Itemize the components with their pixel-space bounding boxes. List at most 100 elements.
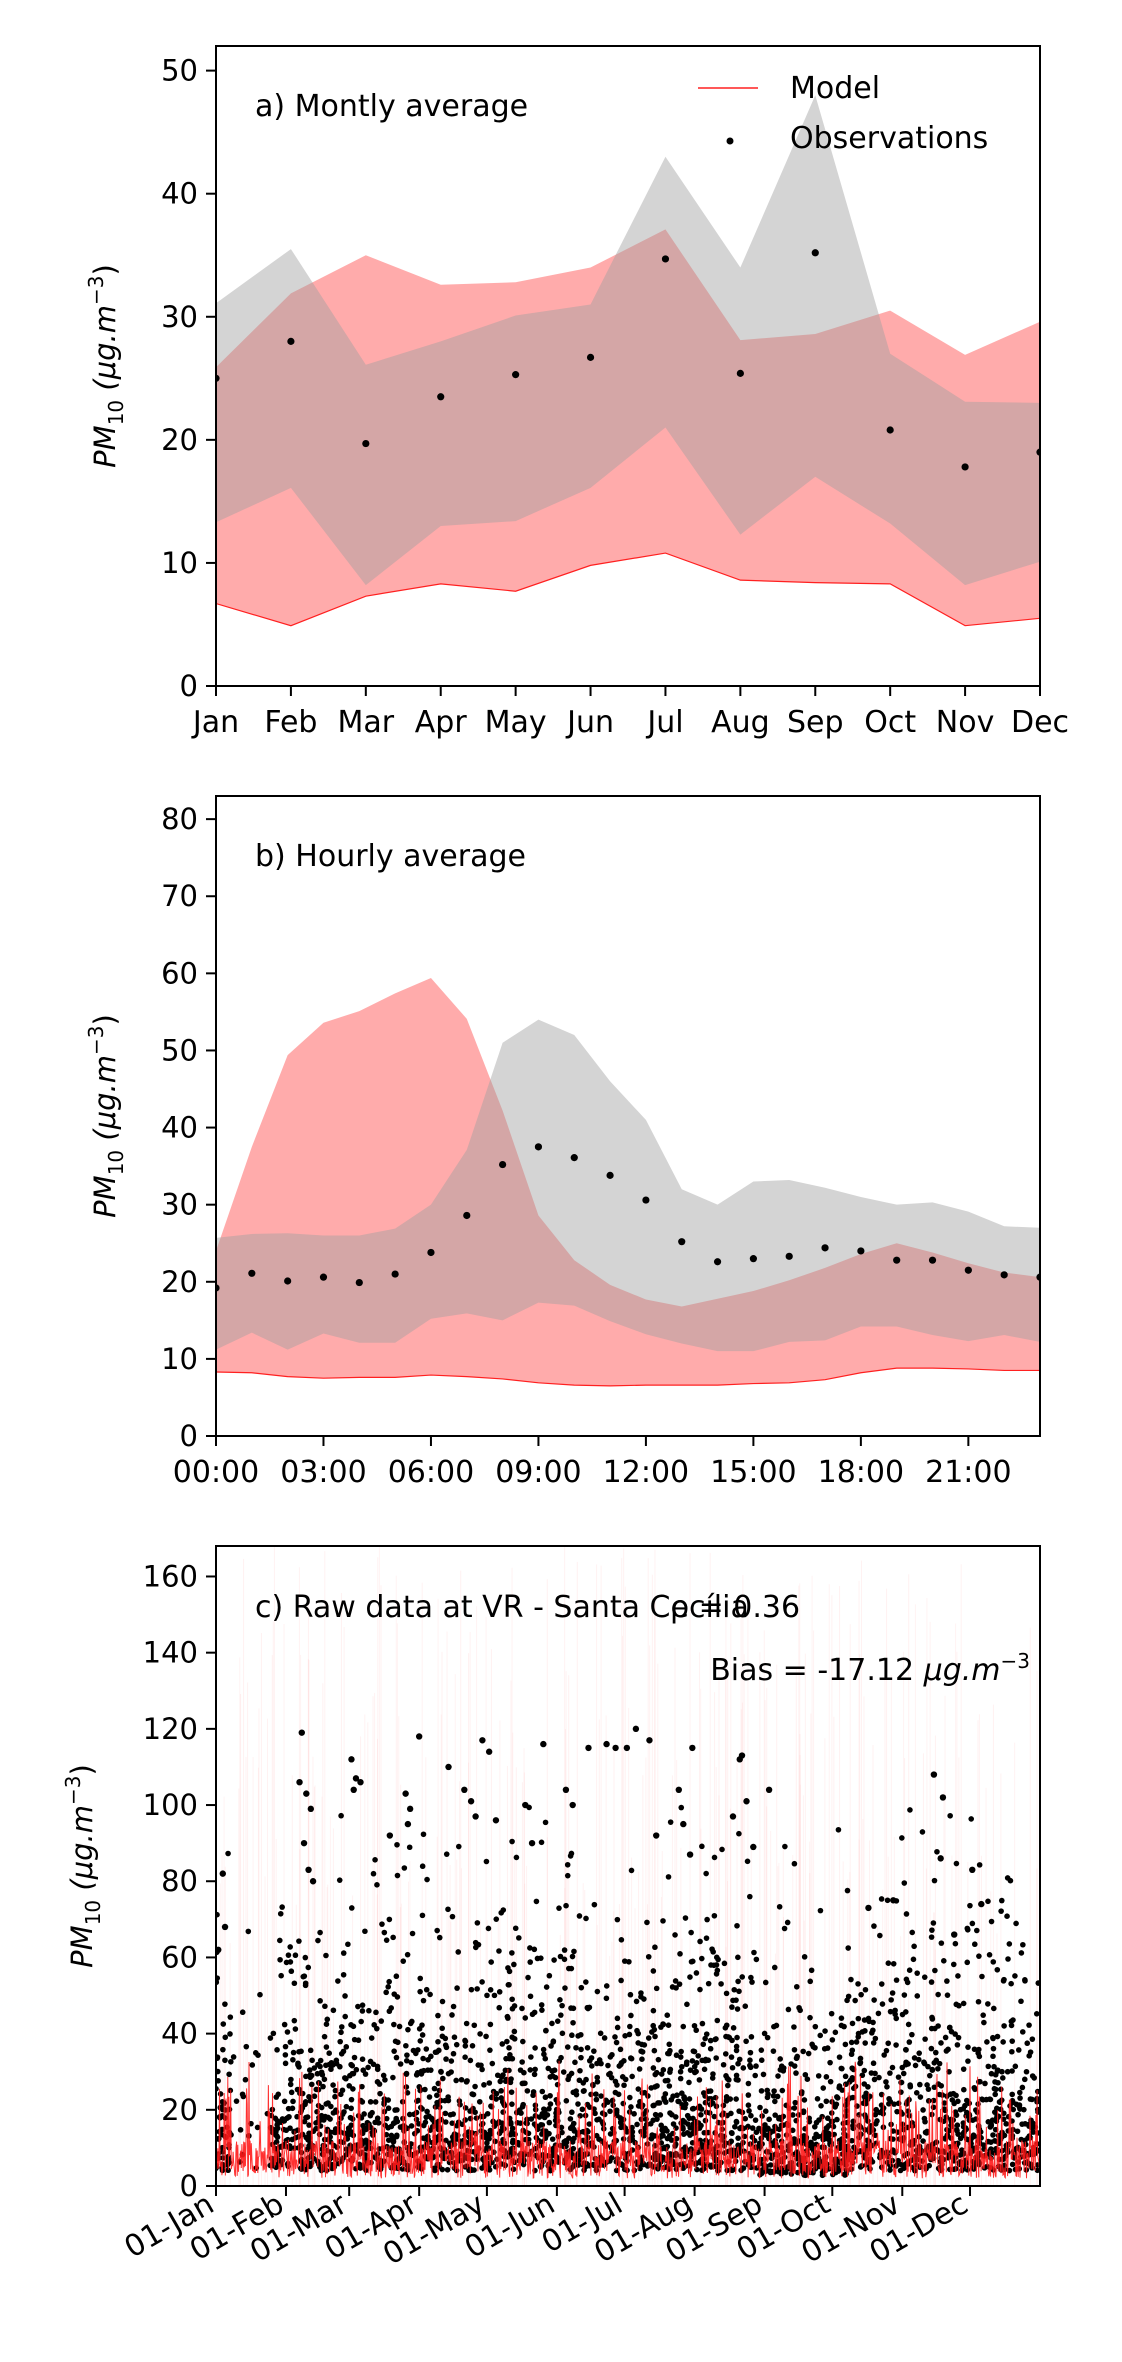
observation-point (242, 2076, 249, 2083)
observation-point (282, 2052, 289, 2058)
observation-point (718, 1981, 724, 1987)
observation-point (569, 1801, 576, 1809)
panel-a-ytick-label: 0 (180, 669, 198, 703)
observation-point (909, 1929, 916, 1936)
observation-point (483, 2033, 489, 2040)
observation-point (689, 1744, 696, 1752)
observation-point (487, 2021, 494, 2028)
observation-point (485, 1925, 492, 1932)
observation-point (930, 2104, 937, 2111)
observation-point (617, 2119, 624, 2125)
observation-point (333, 2060, 340, 2067)
observation-point (305, 1964, 312, 1971)
observation-point (216, 2055, 221, 2061)
observation-point (901, 1880, 908, 1886)
observation-point (472, 2083, 478, 2090)
observation-point (436, 1934, 443, 1941)
observation-point (570, 1154, 578, 1162)
observation-point (605, 2099, 611, 2106)
observation-point (712, 2036, 718, 2043)
observation-point (723, 1990, 730, 1997)
observation-point (323, 2044, 330, 2050)
observation-point (920, 2107, 926, 2113)
observation-point (1007, 1877, 1014, 1884)
observation-point (729, 1813, 737, 1820)
observation-point (653, 2069, 660, 2076)
observation-point (564, 1872, 571, 1879)
observation-point (887, 2167, 893, 2173)
observation-point (884, 1897, 891, 1904)
observation-point (583, 1979, 589, 1985)
observation-point (396, 2023, 403, 2030)
observation-point (681, 2094, 687, 2101)
observation-point (573, 2044, 579, 2051)
observation-point (621, 2082, 627, 2089)
observation-point (569, 1953, 576, 1960)
observation-point (406, 1805, 414, 1813)
observation-point (338, 2029, 344, 2036)
observation-point (591, 1901, 598, 1908)
observation-point (219, 1870, 226, 1877)
observation-point (432, 2167, 438, 2174)
observation-point (998, 1908, 1004, 1914)
observation-point (607, 2108, 613, 2115)
observation-point (348, 2122, 355, 2128)
observation-point (990, 2005, 997, 2012)
observation-point (928, 1934, 935, 1940)
observation-point (499, 1160, 507, 1169)
observation-point (893, 1256, 901, 1264)
observation-point (606, 1171, 614, 1179)
observation-point (230, 2054, 237, 2060)
observation-point (551, 1957, 557, 1963)
observation-point (969, 1920, 976, 1927)
observation-point (279, 1904, 285, 1910)
observation-point (990, 2034, 996, 2041)
observation-point (953, 2001, 960, 2008)
observation-point (678, 2048, 684, 2055)
observation-point (434, 2092, 440, 2099)
observation-point (277, 1937, 283, 1944)
observation-point (971, 2046, 978, 2053)
observation-point (949, 2097, 956, 2103)
observation-point (307, 1805, 315, 1813)
observation-point (462, 2054, 468, 2060)
observation-point (660, 1918, 666, 1924)
observation-point (791, 2136, 798, 2142)
panel-b-hourly: 0 10 20 30 40 50 60 70 80 00:00 03:00 06:00 09:00 12… (84, 795, 1041, 1490)
observation-point (444, 2166, 451, 2173)
model-line (216, 2060, 1040, 2179)
panel-b-ytick-label: 60 (161, 956, 198, 990)
observation-point (426, 2094, 433, 2100)
observation-point (857, 1247, 865, 1255)
observation-point (428, 2067, 434, 2073)
observation-point (345, 1941, 351, 1948)
observation-point (623, 1744, 631, 1752)
observation-point (559, 2129, 565, 2136)
observation-point (306, 2130, 312, 2137)
observation-point (493, 1916, 500, 1922)
observation-point (631, 2111, 637, 2117)
observation-point (680, 1820, 687, 1828)
observation-point (372, 1857, 378, 1863)
observation-point (876, 2074, 882, 2081)
observation-point (720, 2061, 727, 2068)
observation-point (547, 2101, 554, 2107)
observation-point (594, 1988, 601, 1995)
observation-point (440, 2075, 446, 2082)
observation-point (539, 2111, 546, 2117)
observation-point (534, 1143, 543, 1151)
observation-point (423, 2046, 430, 2052)
observation-point (301, 2118, 308, 2125)
observation-point (594, 2074, 601, 2081)
observation-point (1009, 2048, 1015, 2055)
observation-point (971, 2084, 978, 2091)
observation-point (955, 2034, 962, 2041)
observation-point (848, 1976, 854, 1983)
observation-point (841, 2171, 848, 2178)
observation-point (350, 1786, 357, 1794)
observation-point (524, 2088, 531, 2094)
observation-point (702, 2117, 709, 2124)
observation-point (222, 2001, 228, 2007)
observation-point (925, 2098, 932, 2104)
